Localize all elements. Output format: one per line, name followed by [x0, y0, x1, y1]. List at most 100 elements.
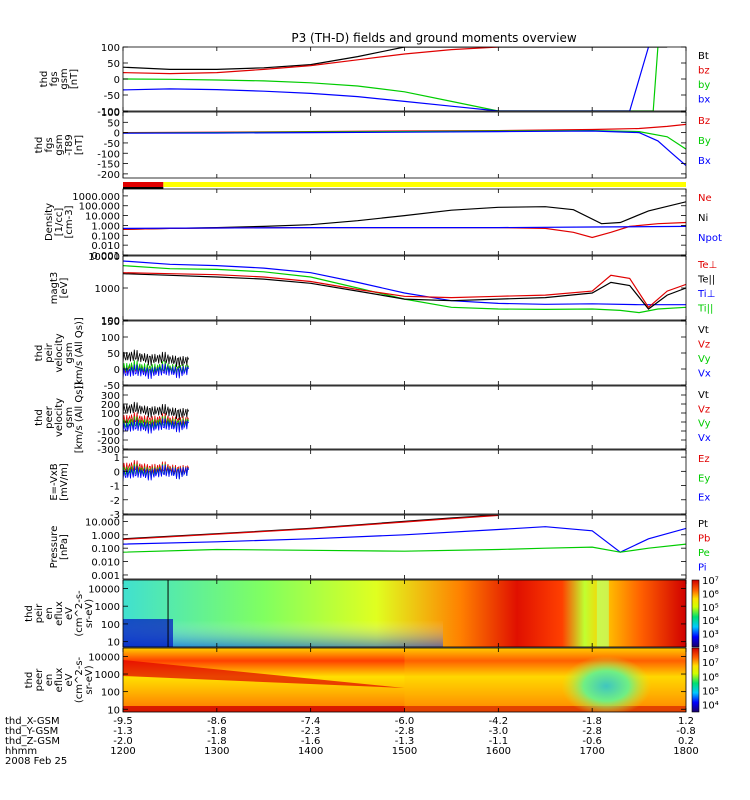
fgs_t89-ylabel: thd fgs gsm -T89 [nT] — [34, 134, 85, 156]
legend-density-Npot: Npot — [698, 233, 722, 244]
legend-peer_velocity-Vy: Vy — [698, 419, 711, 430]
peer_spectrogram-ylabel-line: peer — [34, 668, 45, 692]
xaxis-value: -9.5 — [113, 716, 133, 727]
peer_spectrogram-ytick: 10000 — [88, 652, 120, 663]
peir_spectrogram-colorbar-tick: 10³ — [702, 630, 719, 641]
peer_spectrogram-ytick: 1000 — [95, 670, 120, 681]
peir_velocity-ytick: 100 — [101, 333, 120, 344]
peir_spectrogram-ylabel-line: en — [44, 607, 55, 620]
peir_velocity-ytick: 0 — [114, 365, 120, 376]
pressure-series-Pe — [123, 543, 686, 553]
efield-ytick: -1 — [110, 482, 120, 493]
peir_spectrogram-ylabel-line: sr-eV) — [84, 599, 95, 628]
fgs_t89-ytick: -50 — [104, 139, 120, 150]
fgs-ytick: 50 — [107, 59, 120, 70]
temperature-ylabel-line: [eV] — [59, 278, 70, 299]
peir_spectrogram-ytick: 100 — [101, 620, 120, 631]
temperature-series-Te|| — [123, 273, 686, 310]
pressure-ylabel-line: [nPa] — [59, 534, 70, 560]
peer_spectrogram-ylabel-line: eV — [64, 673, 75, 686]
temperature-ytick: 100 — [101, 316, 120, 327]
efield-ytick: -3 — [110, 510, 120, 521]
density-ylabel-line: [1/cc] — [54, 208, 65, 237]
xaxis-value: -2.0 — [113, 736, 133, 747]
peer_spectrogram-image — [123, 648, 686, 712]
pressure-ytick: 0.100 — [91, 544, 120, 555]
peir_velocity-ytick: 50 — [107, 349, 120, 360]
figure-title: P3 (TH-D) fields and ground moments over… — [291, 31, 576, 45]
legend-pressure-Pe: Pe — [698, 548, 710, 559]
fgs_t89-ytick: 50 — [107, 118, 120, 129]
panel-fgs: Bt bz by bx 100 50 0 -50 -100 thd fgs gsm [nT] — [39, 43, 710, 118]
peir_spectrogram-colorbar-tick: 10⁶ — [702, 589, 719, 600]
fgs-ylabel-line: gsm — [59, 68, 70, 89]
peer_spectrogram-colorbar-tick: 10⁶ — [702, 672, 719, 683]
pressure-ylabel: Pressure [nPa] — [49, 526, 70, 569]
density-ylabel: Density [1/cc] [cm-3] — [44, 203, 75, 241]
xaxis-row-label: 2008 Feb 25 — [5, 756, 67, 767]
peer_velocity-ylabel-line: gsm — [64, 407, 75, 428]
fgs_t89-ytick: -200 — [97, 170, 120, 181]
temperature-series-Ti|| — [123, 265, 686, 314]
peer_spectrogram-ylabel-line: (cm^2-s- — [74, 656, 85, 703]
pressure-series-Pi — [123, 526, 686, 553]
density-ytick: 1000.000 — [72, 192, 120, 203]
peir_spectrogram-ylabel-line: peir — [34, 603, 45, 623]
xaxis-value: -1.3 — [113, 726, 133, 737]
xaxis-value: -1.1 — [489, 736, 509, 747]
legend-density-Ne: Ne — [698, 193, 712, 204]
panel-pressure: Pt Pb Pe Pi 10.000 1.000 0.100 0.010 0.001 Pressu… — [49, 514, 710, 582]
xaxis-value: -0.8 — [676, 726, 696, 737]
fgs-ytick: -100 — [97, 107, 120, 118]
fgs_t89-ytick: 0 — [114, 129, 120, 140]
legend-efield-Ex: Ex — [698, 493, 710, 504]
xaxis-value: -2.8 — [395, 726, 415, 737]
peer_spectrogram-ylabel-line: eflux — [54, 668, 65, 693]
xaxis-value: -6.0 — [395, 716, 415, 727]
fgs-ylabel-line: fgs — [49, 71, 60, 86]
peir_spectrogram-ytick: 10 — [107, 638, 120, 649]
fgs_t89-ylabel-line: fgs — [44, 137, 55, 152]
xaxis-value: -2.3 — [301, 726, 321, 737]
peir_velocity-burst-Vx — [123, 363, 190, 380]
density-series-Ni — [123, 201, 686, 230]
fgs-ylabel-line: thd — [39, 71, 50, 88]
legend-peer_velocity-Vz: Vz — [698, 404, 710, 415]
legend-fgs_t89-Bz: Bz — [698, 116, 710, 127]
pressure-ytick: 0.001 — [91, 571, 120, 582]
peer_spectrogram-colorbar — [691, 647, 700, 713]
efield-burst-Ex — [123, 464, 190, 482]
fgs_t89-ytick: -100 — [97, 149, 120, 160]
pressure-ytick: 10.000 — [85, 517, 120, 528]
legend-fgs_t89-By: By — [698, 136, 711, 147]
mode-bar — [123, 182, 686, 189]
density-ylabel-line: Density — [44, 203, 55, 241]
peer_velocity-ytick: -200 — [97, 436, 120, 447]
fgs_t89-ylabel-line: gsm — [54, 134, 65, 155]
legend-temperature-Te||: Te|| — [697, 275, 715, 286]
peer_velocity-ylabel-line: peer — [44, 405, 55, 429]
pressure-frame — [122, 514, 687, 580]
legend-fgs-bx: bx — [698, 95, 710, 106]
peir_spectrogram-ylabel-line: eflux — [54, 601, 65, 626]
density-ylabel-line: [cm-3] — [64, 205, 75, 238]
legend-peir_velocity-Vy: Vy — [698, 354, 711, 365]
xaxis-value: 1800 — [673, 746, 698, 757]
peer_spectrogram-colorbar-tick: 10⁸ — [702, 644, 719, 655]
efield-ylabel-line: E=-VxB — [49, 463, 60, 500]
xaxis-value: 1400 — [298, 746, 323, 757]
peer_velocity-ylabel-line: velocity — [54, 398, 65, 437]
efield-ytick: 1 — [114, 453, 120, 464]
legend-peir_velocity-Vt: Vt — [698, 325, 709, 336]
efield-ytick: -2 — [110, 496, 120, 507]
peir_spectrogram-ylabel: thd peir en eflux eV (cm^2-s-sr-eV) — [24, 590, 95, 637]
peir_velocity-ytick: -50 — [104, 381, 120, 392]
fgs-series-by — [123, 47, 659, 111]
xaxis-row-label: thd_Z-GSM — [5, 736, 60, 747]
peir_velocity-ylabel-line: peir — [44, 342, 55, 362]
peer_spectrogram-ylabel: thd peer en eflux eV (cm^2-s-sr-eV) — [24, 656, 95, 703]
legend-fgs_t89-Bx: Bx — [698, 156, 711, 167]
temperature-series-Te⊥ — [123, 272, 686, 309]
peer_velocity-ylabel-line: thd — [34, 409, 45, 426]
